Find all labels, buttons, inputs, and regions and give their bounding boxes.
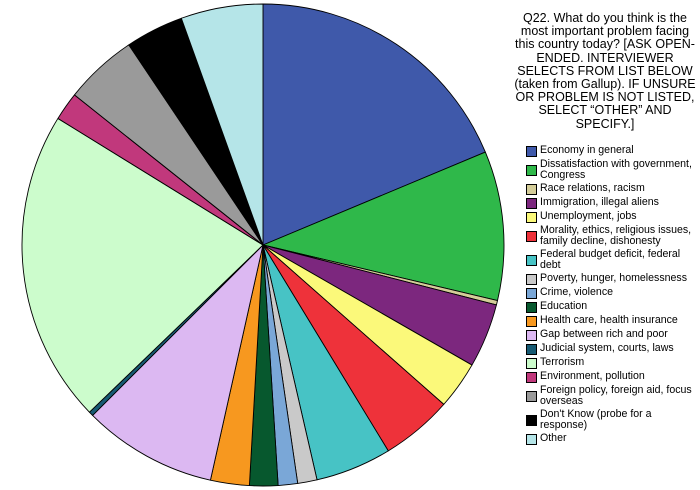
legend-label: Race relations, racism <box>540 182 645 194</box>
legend-swatch <box>526 288 537 299</box>
legend-item: Poverty, hunger, homelessness <box>526 273 700 285</box>
legend-swatch <box>526 330 537 341</box>
legend-label: Immigration, illegal aliens <box>540 196 659 208</box>
legend-swatch <box>526 212 537 223</box>
pie-slice <box>262 3 486 246</box>
legend-label: Education <box>540 300 588 312</box>
legend-item: Health care, health insurance <box>526 315 700 327</box>
legend-label: Judicial system, courts, laws <box>540 342 674 354</box>
legend-label: Gap between rich and poor <box>540 328 668 340</box>
legend-swatch <box>526 231 537 242</box>
legend-item: Environment, pollution <box>526 371 700 383</box>
legend-item: Economy in general <box>526 145 700 157</box>
legend-label: Environment, pollution <box>540 370 645 382</box>
legend-label: Morality, ethics, religious issues, fami… <box>540 224 692 247</box>
legend-label: Other <box>540 432 567 444</box>
legend-label: Health care, health insurance <box>540 314 678 326</box>
legend-swatch <box>526 316 537 327</box>
legend-swatch <box>526 391 537 402</box>
legend-swatch <box>526 302 537 313</box>
legend-label: Foreign policy, foreign aid, focus overs… <box>540 384 692 407</box>
legend-swatch <box>526 146 537 157</box>
legend-item: Race relations, racism <box>526 183 700 195</box>
legend-swatch <box>526 358 537 369</box>
legend-label: Unemployment, jobs <box>540 210 637 222</box>
legend-item: Foreign policy, foreign aid, focus overs… <box>526 385 700 407</box>
legend-swatch <box>526 434 537 445</box>
pie-chart <box>21 3 505 487</box>
legend-item: Don't Know (probe for a response) <box>526 409 700 431</box>
legend-label: Crime, violence <box>540 286 614 298</box>
legend-item: Terrorism <box>526 357 700 369</box>
legend-label: Federal budget deficit, federal debt <box>540 248 681 271</box>
legend-label: Poverty, hunger, homelessness <box>540 272 688 284</box>
legend-swatch <box>526 415 537 426</box>
legend-swatch <box>526 274 537 285</box>
legend-swatch <box>526 344 537 355</box>
chart-title: Q22. What do you think is the most impor… <box>514 11 696 131</box>
legend-swatch <box>526 198 537 209</box>
legend-swatch <box>526 184 537 195</box>
legend-item: Immigration, illegal aliens <box>526 197 700 209</box>
legend-label: Don't Know (probe for a response) <box>540 408 652 431</box>
legend-label: Dissatisfaction with government, Congres… <box>540 158 692 181</box>
legend-item: Federal budget deficit, federal debt <box>526 249 700 271</box>
pie-slice <box>92 244 264 481</box>
pie-slice <box>21 117 264 413</box>
legend: Economy in general Dissatisfaction with … <box>526 145 700 447</box>
legend-swatch <box>526 255 537 266</box>
legend-item: Education <box>526 301 700 313</box>
legend-item: Crime, violence <box>526 287 700 299</box>
legend-item: Judicial system, courts, laws <box>526 343 700 355</box>
pie-slice <box>180 3 264 246</box>
legend-label: Economy in general <box>540 144 634 156</box>
legend-swatch <box>526 165 537 176</box>
legend-item: Dissatisfaction with government, Congres… <box>526 159 700 181</box>
legend-item: Morality, ethics, religious issues, fami… <box>526 225 700 247</box>
legend-swatch <box>526 372 537 383</box>
legend-item: Other <box>526 433 700 445</box>
legend-item: Gap between rich and poor <box>526 329 700 341</box>
pie-slice <box>262 151 505 301</box>
legend-item: Unemployment, jobs <box>526 211 700 223</box>
legend-label: Terrorism <box>540 356 585 368</box>
